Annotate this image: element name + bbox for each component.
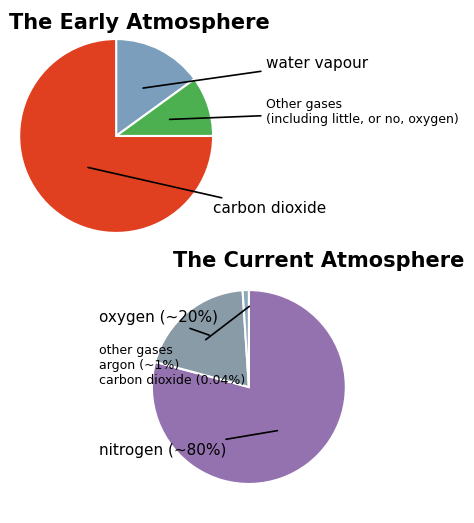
Wedge shape: [19, 39, 213, 233]
Text: The Current Atmosphere: The Current Atmosphere: [173, 251, 465, 271]
Text: nitrogen (~80%): nitrogen (~80%): [99, 430, 277, 458]
Wedge shape: [243, 290, 249, 387]
Text: carbon dioxide: carbon dioxide: [88, 167, 326, 216]
Text: water vapour: water vapour: [143, 56, 368, 88]
Wedge shape: [116, 79, 213, 136]
Wedge shape: [152, 290, 346, 484]
Text: Other gases
(including little, or no, oxygen): Other gases (including little, or no, ox…: [170, 98, 459, 126]
Text: oxygen (~20%): oxygen (~20%): [99, 310, 218, 335]
Text: The Early Atmosphere: The Early Atmosphere: [9, 13, 270, 33]
Wedge shape: [155, 290, 249, 387]
Text: other gases
argon (~1%)
carbon dioxide (0.04%): other gases argon (~1%) carbon dioxide (…: [99, 306, 249, 387]
Wedge shape: [116, 39, 194, 136]
